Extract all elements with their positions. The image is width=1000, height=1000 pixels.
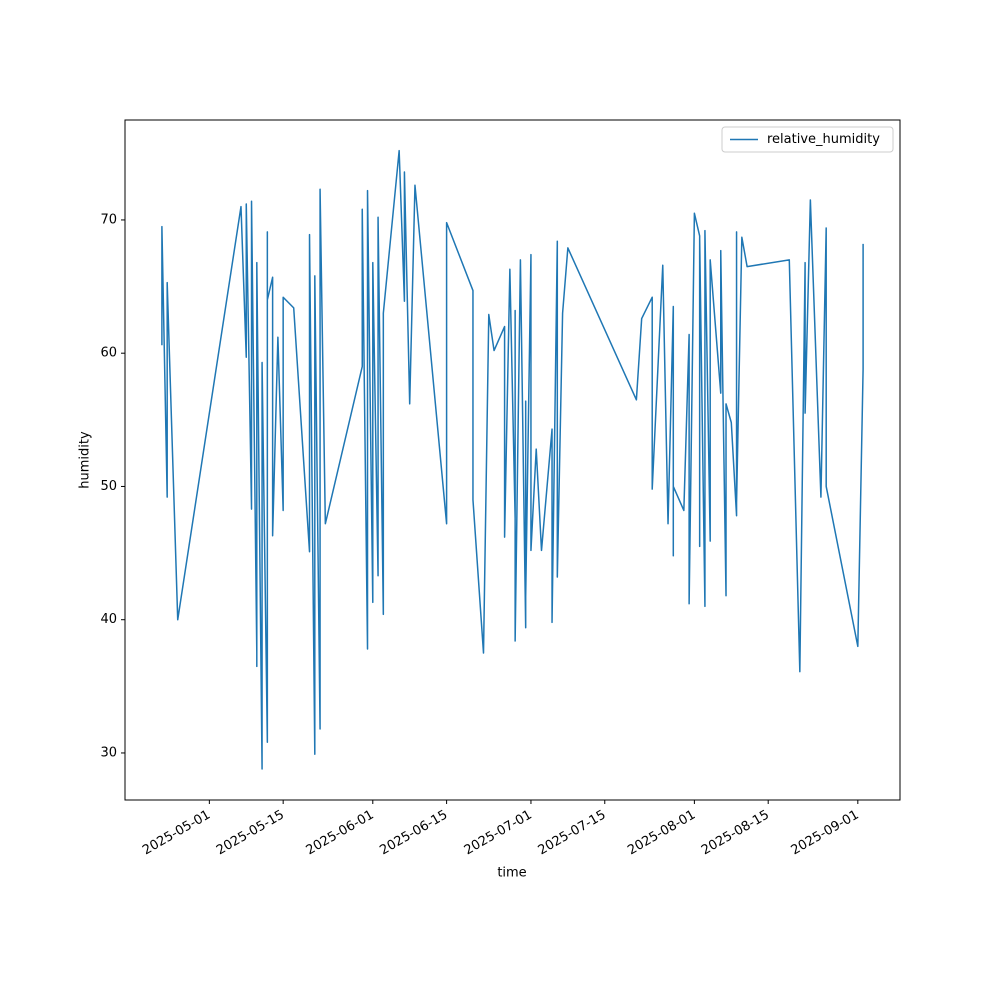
plot-frame bbox=[124, 119, 901, 801]
x-tick-label: 2025-07-15 bbox=[536, 808, 609, 859]
x-tick-label: 2025-08-01 bbox=[625, 808, 698, 859]
y-axis-label: humidity bbox=[78, 431, 93, 489]
x-tick-label: 2025-09-01 bbox=[789, 808, 862, 859]
data-line bbox=[161, 149, 864, 770]
x-tick-label: 2025-07-01 bbox=[462, 808, 535, 859]
y-tick-label: 40 bbox=[100, 612, 117, 627]
legend-box bbox=[721, 126, 894, 153]
y-tick-label: 30 bbox=[100, 745, 117, 760]
x-tick-label: 2025-05-01 bbox=[140, 808, 213, 859]
y-tick-label: 70 bbox=[100, 212, 117, 227]
x-tick-label: 2025-05-15 bbox=[214, 808, 287, 859]
x-axis-label: time bbox=[497, 866, 526, 881]
y-tick-label: 60 bbox=[100, 346, 117, 361]
x-tick-label: 2025-08-15 bbox=[699, 808, 772, 859]
legend-label: relative_humidity bbox=[767, 132, 880, 147]
x-tick-label: 2025-06-15 bbox=[377, 808, 450, 859]
y-tick-label: 50 bbox=[100, 479, 117, 494]
x-tick-label: 2025-06-01 bbox=[304, 808, 377, 859]
